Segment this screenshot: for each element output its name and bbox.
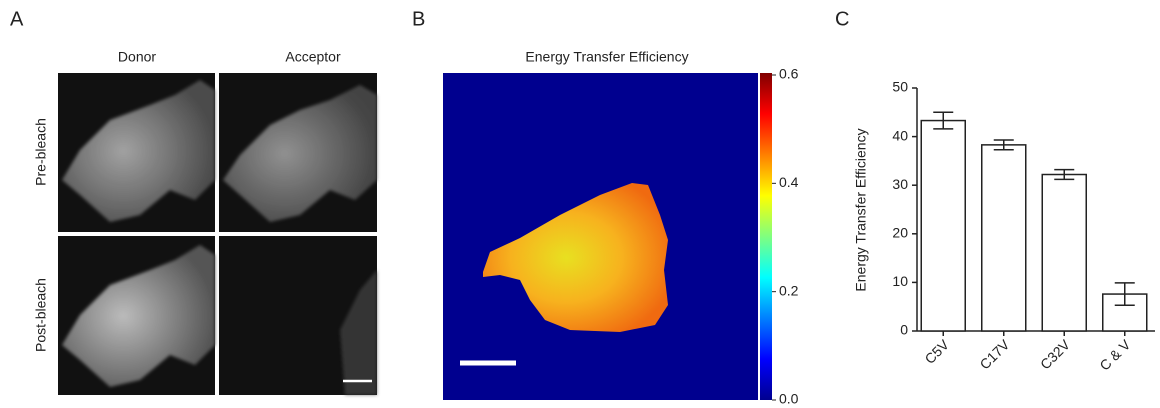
- x-tick-label: C & V: [1096, 336, 1134, 374]
- row-label: Pre-bleach: [33, 118, 49, 186]
- error-bar: [933, 111, 954, 130]
- colorbar-tick-label: 0.6: [779, 66, 799, 82]
- y-tick-label: 10: [892, 273, 908, 289]
- column-label: Acceptor: [285, 49, 341, 65]
- y-tick-label: 50: [892, 79, 908, 95]
- y-tick-label: 20: [892, 225, 908, 241]
- heatmap: [443, 73, 772, 400]
- panel-label: C: [835, 8, 849, 30]
- y-axis-label: Energy Transfer Efficiency: [853, 128, 869, 291]
- panel-label: B: [412, 8, 425, 30]
- x-tick-label: C17V: [976, 336, 1013, 373]
- bar: [1041, 173, 1087, 332]
- y-tick-label: 40: [892, 127, 908, 143]
- micrographs: [58, 73, 377, 395]
- bar: [981, 144, 1027, 332]
- bar: [920, 119, 966, 332]
- colorbar-tick-label: 0.2: [779, 282, 799, 298]
- x-tick-label: C5V: [921, 336, 952, 367]
- y-tick-label: 30: [892, 176, 908, 192]
- colorbar-tick-label: 0.4: [779, 174, 799, 190]
- chart-title: Energy Transfer Efficiency: [525, 49, 688, 65]
- error-bar: [993, 139, 1014, 151]
- column-label: Donor: [118, 49, 156, 65]
- panel-label: A: [10, 8, 24, 30]
- y-tick-label: 0: [900, 322, 908, 338]
- error-bar: [1114, 282, 1135, 306]
- x-tick-label: C32V: [1037, 336, 1074, 373]
- row-label: Post-bleach: [33, 278, 49, 352]
- colorbar-tick-label: 0.0: [779, 391, 799, 407]
- error-bar: [1054, 168, 1075, 181]
